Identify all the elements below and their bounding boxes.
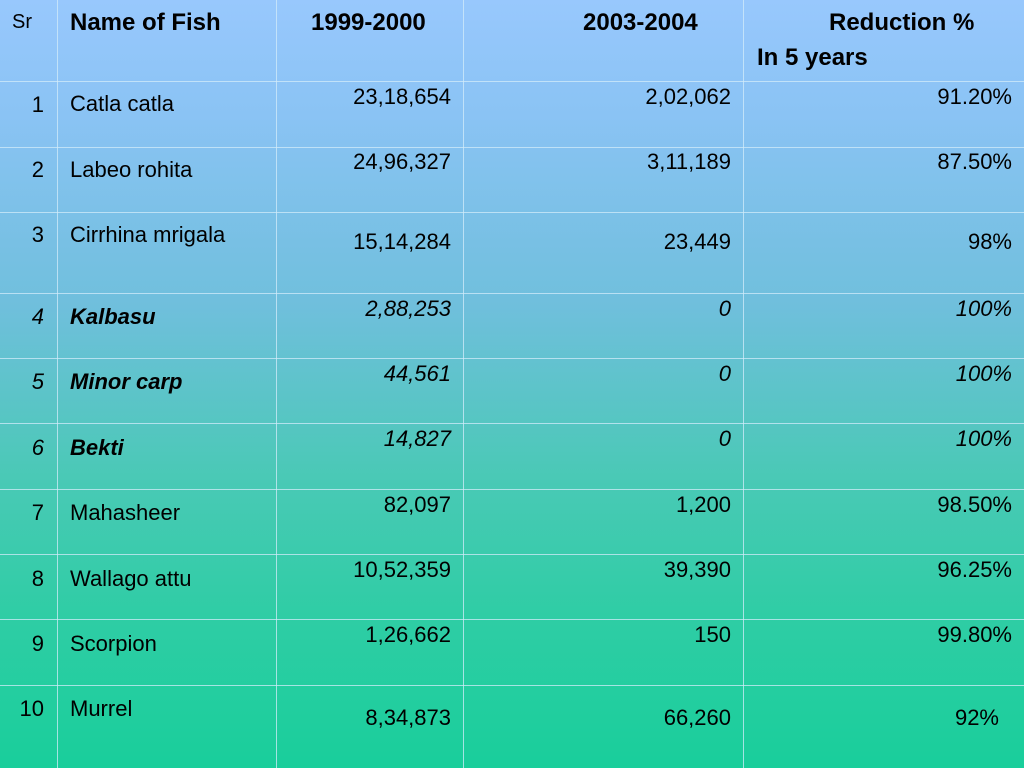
row-2003-value: 39,390 [663, 557, 731, 582]
row-2003-value: 0 [718, 361, 731, 386]
row-sr: 2 [31, 157, 44, 182]
row-fish-name: Kalbasu [70, 304, 156, 329]
row-fish-name: Catla catla [70, 91, 174, 116]
row-sr: 1 [31, 92, 44, 117]
row-2003-value: 1,200 [675, 492, 731, 517]
row-2003-value: 0 [718, 296, 731, 321]
row-1999-value: 24,96,327 [353, 149, 451, 174]
row-1999-value: 15,14,284 [353, 229, 451, 254]
row-2003-value: 150 [694, 622, 731, 647]
row-fish-name: Wallago attu [70, 566, 192, 591]
row-sr: 7 [31, 500, 44, 525]
column-divider [57, 0, 58, 768]
row-divider [0, 293, 1024, 294]
row-sr: 3 [31, 222, 44, 247]
row-reduction: 91.20% [937, 84, 1012, 109]
row-reduction: 99.80% [937, 622, 1012, 647]
row-sr: 4 [31, 304, 44, 329]
row-2003-value: 66,260 [663, 705, 731, 730]
row-reduction: 96.25% [937, 557, 1012, 582]
row-fish-name: Scorpion [70, 631, 157, 656]
row-divider [0, 489, 1024, 490]
column-divider [743, 0, 744, 768]
row-reduction: 98.50% [937, 492, 1012, 517]
row-reduction: 100% [955, 361, 1012, 386]
header-1999-2000: 1999-2000 [311, 9, 426, 36]
row-reduction: 87.50% [937, 149, 1012, 174]
header-in-5-years: In 5 years [757, 44, 868, 71]
column-divider [276, 0, 277, 768]
row-2003-value: 0 [718, 426, 731, 451]
row-1999-value: 14,827 [383, 426, 451, 451]
row-divider [0, 685, 1024, 686]
row-divider [0, 619, 1024, 620]
row-divider [0, 423, 1024, 424]
row-reduction: 98% [967, 229, 1012, 254]
column-divider [463, 0, 464, 768]
header-sr: Sr [12, 11, 32, 33]
row-1999-value: 10,52,359 [353, 557, 451, 582]
row-divider [0, 554, 1024, 555]
row-2003-value: 23,449 [663, 229, 731, 254]
row-divider [0, 81, 1024, 82]
row-divider [0, 147, 1024, 148]
row-1999-value: 1,26,662 [365, 622, 451, 647]
row-reduction: 100% [955, 426, 1012, 451]
row-reduction: 100% [955, 296, 1012, 321]
row-1999-value: 8,34,873 [365, 705, 451, 730]
row-1999-value: 2,88,253 [365, 296, 451, 321]
row-sr: 8 [31, 566, 44, 591]
row-1999-value: 82,097 [383, 492, 451, 517]
header-reduction: Reduction % [829, 9, 975, 36]
row-sr: 5 [31, 369, 44, 394]
row-sr: 9 [31, 631, 44, 656]
row-fish-name: Labeo rohita [70, 157, 193, 182]
row-sr: 10 [19, 696, 44, 721]
row-fish-name: Mahasheer [70, 500, 181, 525]
row-fish-name: Minor carp [70, 369, 183, 394]
row-1999-value: 23,18,654 [353, 84, 451, 109]
row-1999-value: 44,561 [383, 361, 451, 386]
row-divider [0, 358, 1024, 359]
row-reduction: 92% [954, 705, 999, 730]
row-fish-name: Cirrhina mrigala [70, 222, 226, 247]
row-divider [0, 212, 1024, 213]
row-fish-name: Murrel [70, 696, 133, 721]
row-2003-value: 2,02,062 [645, 84, 731, 109]
row-2003-value: 3,11,189 [646, 149, 731, 174]
row-fish-name: Bekti [70, 435, 124, 460]
row-sr: 6 [31, 435, 44, 460]
header-2003-2004: 2003-2004 [583, 9, 698, 36]
header-name-of-fish: Name of Fish [70, 9, 221, 36]
